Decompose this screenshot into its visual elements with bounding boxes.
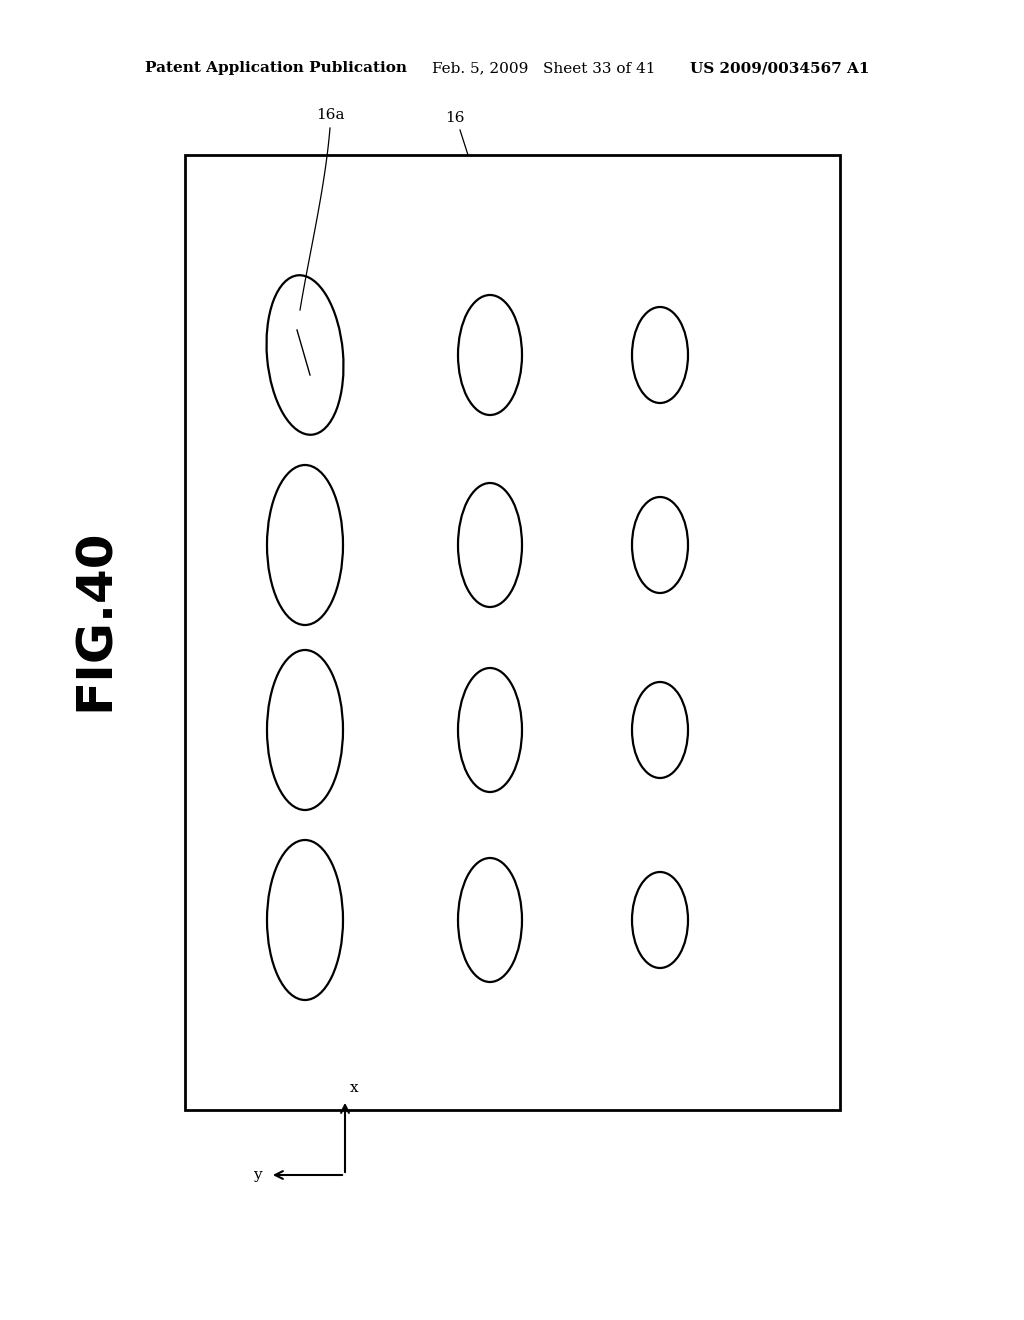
Ellipse shape: [632, 873, 688, 968]
Text: US 2009/0034567 A1: US 2009/0034567 A1: [690, 61, 869, 75]
Text: FIG.40: FIG.40: [71, 529, 119, 711]
Ellipse shape: [266, 276, 343, 434]
Text: 16a: 16a: [315, 108, 344, 121]
Text: Patent Application Publication: Patent Application Publication: [145, 61, 407, 75]
Ellipse shape: [458, 858, 522, 982]
Text: x: x: [350, 1081, 358, 1096]
Bar: [185, 154, 840, 1110]
Ellipse shape: [267, 649, 343, 810]
Text: 16: 16: [445, 111, 465, 125]
Ellipse shape: [458, 294, 522, 414]
Ellipse shape: [632, 682, 688, 777]
Ellipse shape: [267, 840, 343, 1001]
Ellipse shape: [458, 668, 522, 792]
Ellipse shape: [267, 465, 343, 624]
Text: y: y: [253, 1168, 262, 1181]
Ellipse shape: [632, 308, 688, 403]
Ellipse shape: [632, 498, 688, 593]
Text: Feb. 5, 2009   Sheet 33 of 41: Feb. 5, 2009 Sheet 33 of 41: [432, 61, 655, 75]
Ellipse shape: [458, 483, 522, 607]
